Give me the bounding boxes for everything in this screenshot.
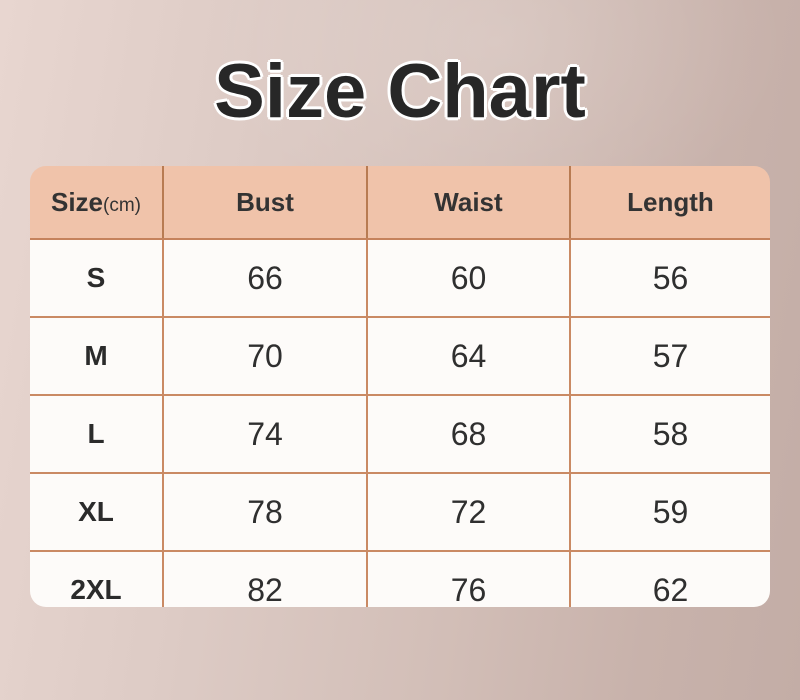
length-value-cell: 62 bbox=[570, 551, 770, 607]
length-value-cell: 59 bbox=[570, 473, 770, 552]
bust-value-cell: 74 bbox=[163, 395, 368, 474]
table-row-l: L 74 68 58 bbox=[30, 395, 770, 474]
bust-value-cell: 66 bbox=[163, 239, 368, 318]
waist-value-cell: 76 bbox=[367, 551, 571, 607]
column-header-length: Length bbox=[570, 166, 770, 240]
size-label-cell: 2XL bbox=[30, 551, 164, 607]
size-table: Size(cm) Bust Waist Length S 66 60 56 M … bbox=[30, 166, 770, 607]
waist-value-cell: 60 bbox=[367, 239, 571, 318]
bust-value-cell: 78 bbox=[163, 473, 368, 552]
size-label-cell: S bbox=[30, 239, 164, 318]
size-label-cell: XL bbox=[30, 473, 164, 552]
size-unit-label: (cm) bbox=[103, 194, 141, 216]
table-row-2xl: 2XL 82 76 62 bbox=[30, 551, 770, 607]
table-row-m: M 70 64 57 bbox=[30, 317, 770, 396]
waist-value-cell: 64 bbox=[367, 317, 571, 396]
column-header-size: Size(cm) bbox=[30, 166, 164, 240]
page-title: Size Chart bbox=[214, 49, 586, 134]
column-header-waist: Waist bbox=[367, 166, 571, 240]
waist-value-cell: 72 bbox=[367, 473, 571, 552]
size-label-cell: M bbox=[30, 317, 164, 396]
table-header-row: Size(cm) Bust Waist Length bbox=[30, 166, 770, 240]
table-row-s: S 66 60 56 bbox=[30, 239, 770, 318]
length-value-cell: 57 bbox=[570, 317, 770, 396]
bust-value-cell: 70 bbox=[163, 317, 368, 396]
length-value-cell: 58 bbox=[570, 395, 770, 474]
table-row-xl: XL 78 72 59 bbox=[30, 473, 770, 552]
column-header-bust: Bust bbox=[163, 166, 368, 240]
length-value-cell: 56 bbox=[570, 239, 770, 318]
bust-value-cell: 82 bbox=[163, 551, 368, 607]
size-header-label: Size bbox=[50, 186, 104, 217]
size-label-cell: L bbox=[30, 395, 164, 474]
waist-value-cell: 68 bbox=[367, 395, 571, 474]
size-table-grid: Size(cm) Bust Waist Length S 66 60 56 M … bbox=[30, 166, 770, 607]
